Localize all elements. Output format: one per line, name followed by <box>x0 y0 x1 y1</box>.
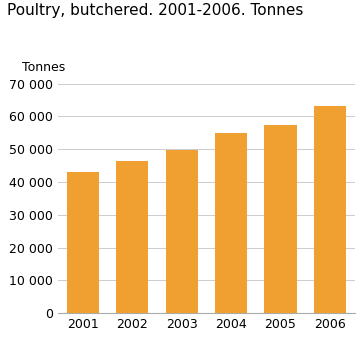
Bar <box>116 161 148 313</box>
Bar <box>215 133 247 313</box>
Bar <box>265 125 296 313</box>
Bar <box>165 150 198 313</box>
Bar <box>67 172 99 313</box>
Text: Poultry, butchered. 2001-2006. Tonnes: Poultry, butchered. 2001-2006. Tonnes <box>7 3 304 18</box>
Text: Tonnes: Tonnes <box>22 61 66 74</box>
Bar <box>314 105 346 313</box>
